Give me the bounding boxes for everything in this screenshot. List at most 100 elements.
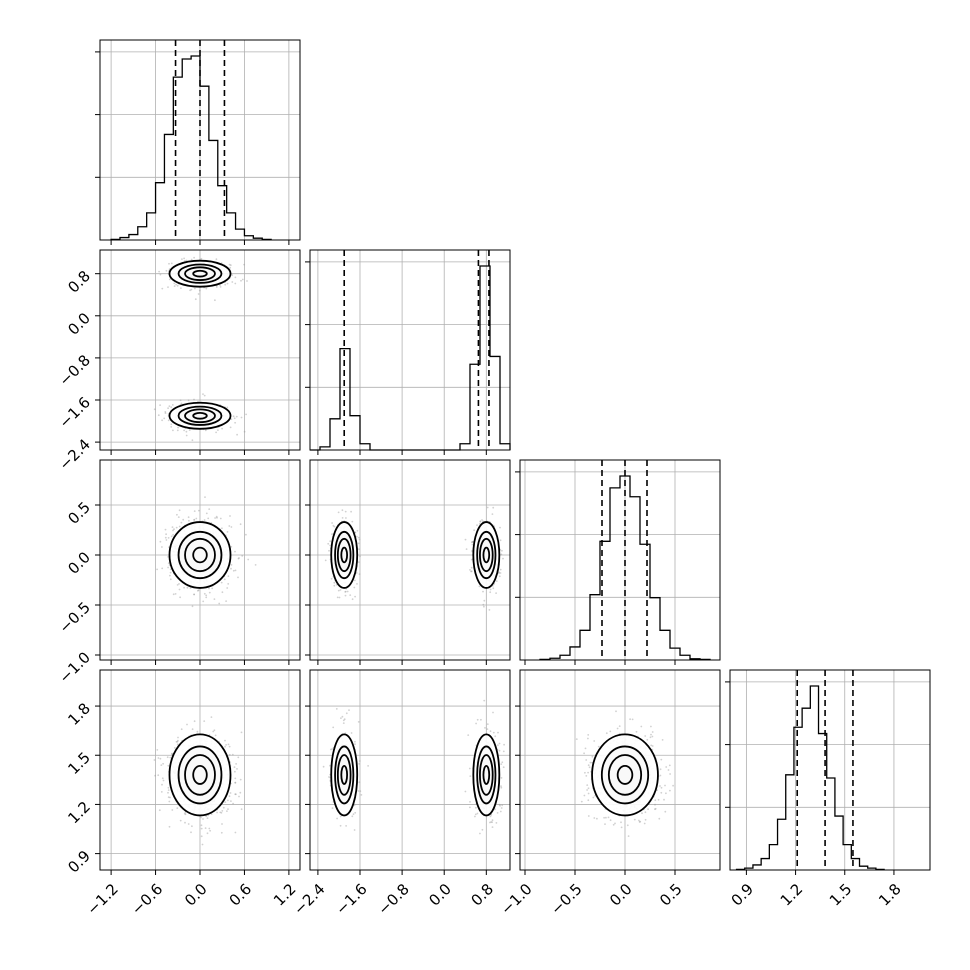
scatter-point <box>234 831 237 834</box>
scatter-point <box>481 519 483 521</box>
scatter-point <box>193 398 195 401</box>
scatter-point <box>354 811 357 814</box>
scatter-point <box>184 813 187 816</box>
scatter-point <box>193 593 196 596</box>
scatter-point <box>161 419 164 422</box>
contour-line <box>476 530 497 580</box>
scatter-point <box>469 569 471 571</box>
scatter-point <box>168 825 171 828</box>
scatter-point <box>239 791 242 794</box>
scatter-point <box>187 399 190 402</box>
scatter-point <box>489 591 492 594</box>
scatter-point <box>191 439 194 442</box>
scatter-point <box>344 510 347 513</box>
scatter-point <box>490 821 492 823</box>
scatter-point <box>329 544 332 547</box>
scatter-point <box>178 525 181 528</box>
scatter-point <box>348 709 350 711</box>
contour-line <box>168 521 232 589</box>
contour-line <box>192 546 208 564</box>
scatter-point <box>609 730 612 733</box>
scatter-point <box>233 417 236 420</box>
scatter-point <box>220 581 223 584</box>
scatter-panel-1-0 <box>95 249 301 455</box>
scatter-point <box>165 539 168 541</box>
scatter-point <box>494 808 496 811</box>
scatter-point <box>226 587 229 589</box>
scatter-point <box>343 718 346 721</box>
scatter-point <box>216 516 218 519</box>
scatter-point <box>349 594 352 596</box>
scatter-point <box>234 421 237 424</box>
scatter-point <box>232 569 235 572</box>
scatter-point <box>354 531 357 534</box>
scatter-panel-2-0 <box>95 459 301 665</box>
scatter-point <box>488 609 491 611</box>
scatter-point <box>177 516 180 518</box>
scatter-point <box>208 827 211 830</box>
scatter-point <box>233 766 236 768</box>
scatter-point <box>664 784 666 787</box>
scatter-point <box>221 823 223 825</box>
scatter-point <box>332 726 335 729</box>
scatter-point <box>227 808 229 810</box>
scatter-point <box>238 795 240 798</box>
scatter-point <box>353 586 356 589</box>
scatter-point <box>474 813 477 816</box>
scatter-point <box>498 749 501 752</box>
scatter-point <box>208 587 210 590</box>
scatter-point <box>501 761 504 764</box>
contour-line <box>184 266 216 281</box>
scatter-point <box>342 719 345 722</box>
scatter-point <box>476 718 479 721</box>
scatter-point <box>230 800 232 802</box>
scatter-point <box>197 589 199 592</box>
scatter-point <box>188 519 190 522</box>
scatter-point <box>205 596 208 599</box>
scatter-point <box>341 517 344 519</box>
scatter-point <box>496 812 499 814</box>
scatter-point <box>219 517 222 520</box>
scatter-point <box>161 567 164 570</box>
scatter-point <box>167 407 170 410</box>
scatter-point <box>470 570 472 573</box>
scatter-point <box>214 734 217 737</box>
scatter-point <box>335 708 338 710</box>
scatter-point <box>161 777 164 780</box>
scatter-point <box>360 794 363 796</box>
scatter-point <box>234 793 237 796</box>
scatter-point <box>186 586 189 589</box>
scatter-point <box>178 509 181 512</box>
scatter-point <box>191 825 193 828</box>
scatter-point <box>168 262 170 265</box>
scatter-point <box>491 826 494 828</box>
scatter-point <box>476 812 479 815</box>
scatter-point <box>183 812 186 815</box>
scatter-point <box>164 411 167 413</box>
scatter-point <box>470 541 473 544</box>
scatter-point <box>232 802 235 805</box>
contour-line <box>482 764 491 785</box>
scatter-point <box>358 538 361 541</box>
scatter-point <box>350 510 352 513</box>
scatter-point <box>189 289 192 292</box>
contour-line <box>168 401 232 430</box>
scatter-point <box>172 534 175 536</box>
scatter-point <box>194 298 197 301</box>
scatter-point <box>479 832 481 835</box>
scatter-point <box>157 757 160 759</box>
scatter-point <box>168 405 171 408</box>
scatter-point <box>473 529 475 532</box>
scatter-point <box>585 759 588 761</box>
scatter-point <box>219 811 222 814</box>
scatter-point <box>358 573 361 575</box>
scatter-point <box>179 596 182 599</box>
scatter-point <box>330 577 333 580</box>
scatter-point <box>499 568 502 571</box>
scatter-point <box>219 286 222 288</box>
scatter-point <box>354 740 356 743</box>
scatter-point <box>232 415 235 418</box>
scatter-point <box>584 771 586 774</box>
scatter-point <box>470 558 473 561</box>
scatter-point <box>208 591 211 594</box>
